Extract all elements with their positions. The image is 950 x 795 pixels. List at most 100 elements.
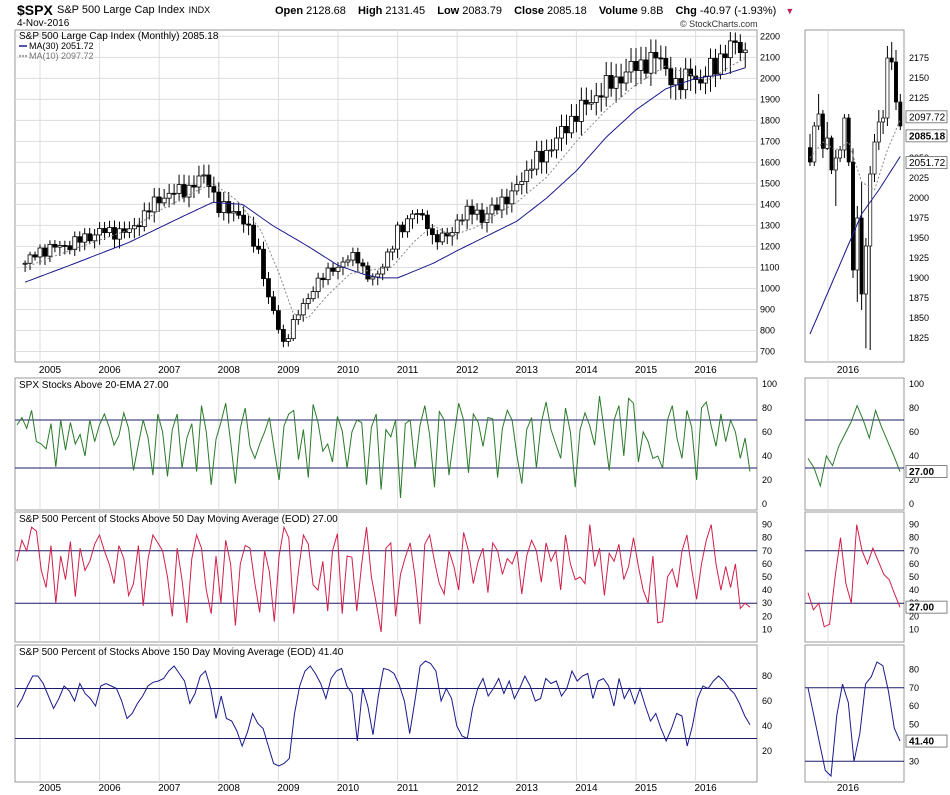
zoom-candle-up: [881, 117, 886, 123]
candle-up: [529, 168, 535, 171]
candle-up: [519, 181, 525, 185]
zoom-candle-up: [812, 125, 817, 163]
ma150-y-tick: 60: [762, 696, 772, 706]
bottom-x-tick: 2010: [337, 783, 360, 794]
candle-up: [395, 224, 401, 250]
price-x-tick: 2011: [397, 365, 419, 376]
date-label: 4-Nov-2016: [17, 18, 70, 29]
ema20-series-line: [16, 395, 751, 499]
candle-down: [424, 214, 430, 230]
candle-down: [737, 42, 743, 54]
candle-up: [47, 243, 53, 257]
symbol-label: $SPX: [17, 2, 53, 18]
candle-up: [509, 190, 515, 205]
candle-up: [499, 196, 505, 211]
ema20-value-tag: 27.00: [909, 467, 934, 478]
bottom-x-tick: 2005: [39, 783, 62, 794]
candle-down: [668, 68, 674, 86]
candle-up: [559, 126, 564, 139]
candle-up: [489, 204, 495, 215]
zoom-candle-up: [816, 113, 821, 127]
candle-up: [92, 234, 98, 242]
ema20-zoom-y-tick: 80: [909, 403, 919, 413]
candle-up: [186, 184, 192, 198]
ema20-y-tick: 60: [762, 427, 772, 437]
ma30-value-tag-box: [905, 156, 948, 170]
price-x-tick: 2006: [98, 365, 121, 376]
zoom-candle-down: [889, 57, 894, 63]
ma50-zoom-y-tick: 40: [909, 585, 919, 595]
zoom-price-y-tick: 1900: [909, 273, 929, 283]
price-y-tick: 1000: [760, 283, 780, 293]
ema20-y-tick: 40: [762, 451, 772, 461]
zoom-candle-up: [863, 245, 868, 295]
bottom-x-tick: 2008: [218, 783, 241, 794]
candle-up: [648, 51, 654, 74]
candle-up: [628, 61, 634, 73]
price-x-tick: 2012: [456, 365, 479, 376]
candle-down: [62, 244, 68, 247]
zoom-candle-up: [885, 57, 890, 119]
candle-up: [484, 213, 490, 223]
zoom-candle-down: [851, 161, 855, 271]
candle-up: [415, 213, 420, 215]
ma50-y-tick: 60: [762, 559, 772, 569]
ema20-panel-title: SPX Stocks Above 20-EMA 27.00: [19, 380, 169, 391]
candle-up: [534, 150, 540, 170]
ma150-y-tick: 40: [762, 721, 772, 731]
close-label: Close: [514, 5, 545, 17]
price-y-tick: 1200: [760, 241, 780, 251]
zoom-candle-down: [859, 217, 864, 295]
candle-up: [345, 259, 351, 263]
chart-header: $SPX S&P 500 Large Cap Index INDX 4-Nov-2…: [0, 0, 950, 32]
bottom-x-tick: 2006: [98, 783, 121, 794]
candle-up: [97, 228, 102, 236]
candle-up: [405, 218, 410, 233]
candle-up: [514, 184, 520, 192]
zoom-candle-down: [808, 147, 812, 163]
close-value-tag-box: [905, 129, 948, 143]
candle-up: [22, 262, 28, 265]
candle-down: [469, 205, 475, 215]
candle-up: [708, 57, 713, 77]
ema20-zoom-frame: [804, 377, 905, 511]
zoom-price-y-tick: 1875: [909, 293, 929, 303]
price-y-tick: 1300: [760, 220, 780, 230]
ema20-zoom-y-tick: 0: [909, 499, 914, 509]
zoom-ma30-line: [809, 156, 901, 335]
candle-up: [131, 225, 137, 230]
zoom-candle-up: [833, 157, 838, 171]
down-arrow-icon: ▼: [785, 6, 795, 16]
candle-down: [146, 210, 152, 213]
candle-down: [67, 245, 73, 251]
zoom-candle-down: [846, 117, 851, 163]
bottom-x-tick: 2009: [277, 783, 300, 794]
candle-up: [578, 99, 584, 122]
candle-down: [420, 213, 425, 216]
candle-down: [241, 214, 247, 225]
ma10-value-tag: 2097.72: [909, 112, 946, 123]
candle-up: [310, 291, 316, 300]
candle-up: [166, 192, 172, 199]
ma50-panel-title: S&P 500 Percent of Stocks Above 50 Day M…: [19, 514, 338, 525]
candle-up: [151, 196, 157, 213]
price-panel-title: S&P 500 Large Cap Index (Monthly) 2085.1…: [19, 31, 219, 42]
ema20-y-tick: 20: [762, 475, 772, 485]
ma50-y-tick: 50: [762, 572, 772, 582]
candle-up: [683, 68, 689, 91]
candle-down: [608, 75, 614, 89]
candle-down: [251, 224, 256, 247]
price-x-tick: 2005: [39, 365, 62, 376]
candle-down: [246, 223, 252, 226]
candle-down: [122, 228, 127, 233]
ma150-zoom-y-tick: 50: [909, 720, 919, 730]
candle-up: [161, 197, 167, 204]
candle-up: [588, 102, 594, 105]
candle-down: [191, 184, 197, 188]
zoom-price-y-tick: 1975: [909, 213, 929, 223]
close-value-tag: 2085.18: [909, 131, 946, 142]
candle-down: [494, 204, 500, 211]
candle-up: [375, 273, 381, 278]
ma50-y-tick: 20: [762, 611, 772, 621]
